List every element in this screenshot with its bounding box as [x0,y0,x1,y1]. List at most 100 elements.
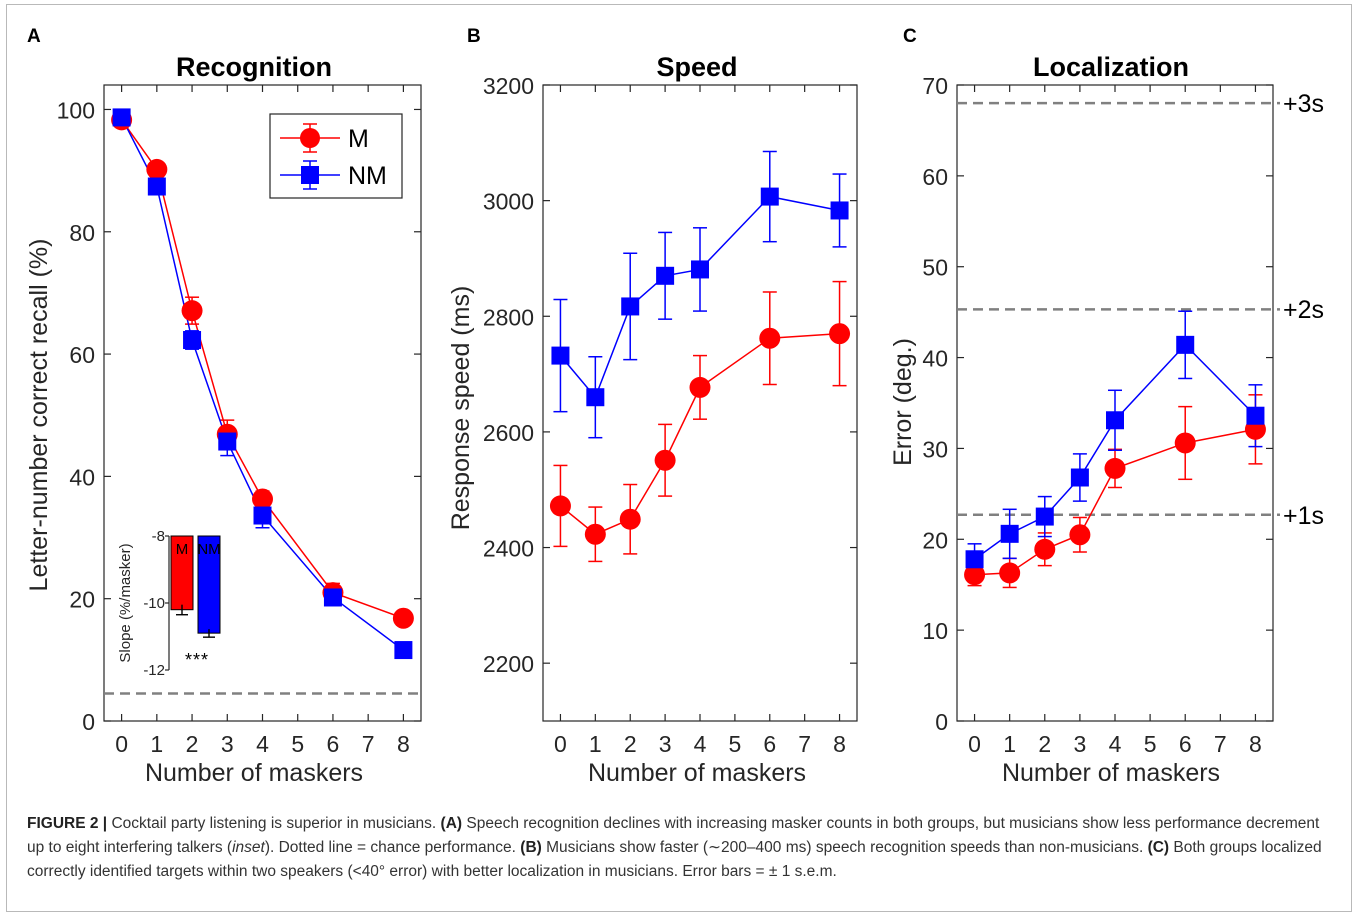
data-point-nm [621,297,640,316]
data-point-m [181,300,203,322]
inset-y-axis-label: Slope (%/masker) [117,543,134,662]
panel-letter-c: C [903,26,917,47]
x-tick-label-a: 1 [150,731,163,757]
caption-text-3: ). Dotted line = chance performance. [264,839,521,856]
x-axis-label-a: Number of maskers [145,759,363,787]
x-tick-label-b: 6 [763,731,776,757]
panel-letter-b: B [467,26,481,47]
x-tick-label-a: 0 [115,731,128,757]
y-tick-label-c: 40 [922,346,948,372]
x-tick-label-c: 0 [968,731,981,757]
x-tick-label-b: 8 [833,731,846,757]
caption-text-1: Cocktail party listening is superior in … [107,815,441,832]
sd-label-3s: +3s [1283,90,1324,118]
y-tick-label-b: 2200 [483,651,534,677]
data-point-nm [147,177,166,196]
x-tick-label-b: 0 [554,731,567,757]
figure-frame [6,4,1352,912]
x-axis-label-c: Number of maskers [1002,759,1220,787]
data-point-nm [218,432,237,451]
y-tick-label-a: 100 [57,97,95,123]
y-axis-label-c: Error (deg.) [889,338,917,466]
caption-inset-word: inset [232,839,265,856]
y-tick-label-c: 20 [922,527,948,553]
panel-b: B Speed Number of maskers Response speed… [447,26,858,787]
data-point-nm [586,388,605,407]
caption-ref-b: (B) [520,839,542,856]
y-tick-label-c: 30 [922,436,948,462]
x-tick-label-b: 1 [589,731,602,757]
panel-title-a: Recognition [176,52,332,82]
data-point-m [829,323,851,345]
x-tick-label-a: 7 [362,731,375,757]
data-point-nm [183,331,202,350]
y-tick-label-c: 50 [922,255,948,281]
x-tick-label-c: 3 [1073,731,1086,757]
x-tick-label-b: 3 [659,731,672,757]
data-point-nm [691,260,709,279]
y-tick-label-a: 0 [82,709,95,735]
data-point-m [392,607,414,629]
legend: M NM [269,113,403,199]
y-tick-label-b: 3200 [483,73,534,99]
x-tick-label-a: 5 [291,731,304,757]
data-point-nm [760,187,779,206]
data-point-nm [965,550,984,569]
caption-text-5: Both groups localized correctly identifi… [27,839,1322,880]
panel-title-b: Speed [656,52,737,82]
y-tick-label-b: 2400 [483,536,534,562]
data-point-nm [394,641,413,660]
data-point-nm [1106,411,1124,430]
data-point-m [759,327,781,349]
legend-m-marker [280,123,340,153]
y-tick-label-a: 40 [69,464,95,490]
y-tick-label-a: 60 [69,342,95,368]
x-tick-label-c: 8 [1249,731,1262,757]
inset-y-tick-label: -10 [143,595,165,612]
data-point-m [999,562,1021,584]
x-tick-label-a: 6 [327,731,340,757]
caption-figure-label: FIGURE 2 | [27,815,108,832]
inset-y-tick-label: -8 [152,528,165,545]
y-tick-label-c: 0 [935,709,948,735]
data-point-m [549,495,571,517]
legend-nm-label: NM [348,162,387,190]
data-point-nm [253,506,272,525]
caption-ref-a: (A) [440,815,463,832]
y-tick-label-b: 3000 [483,189,534,215]
data-point-m [1069,524,1091,546]
panel-c: C Localization Number of maskers Error (… [889,26,1324,787]
figure-caption: FIGURE 2 | Cocktail party listening is s… [27,812,1332,884]
data-point-nm [1070,468,1089,487]
data-point-nm [551,346,570,365]
x-tick-label-c: 6 [1179,731,1192,757]
x-tick-label-c: 1 [1003,731,1016,757]
y-tick-label-a: 80 [69,220,95,246]
data-point-nm [1176,335,1195,354]
x-tick-label-a: 8 [397,731,410,757]
panel-letter-a: A [27,26,41,47]
caption-text-4: Musicians show faster (∼200–400 ms) spee… [541,839,1148,856]
x-tick-label-b: 7 [798,731,811,757]
x-axis-label-b: Number of maskers [588,759,806,787]
x-tick-label-c: 7 [1214,731,1227,757]
panel-a: A Recognition Number of maskers Letter-n… [25,26,422,787]
plot-area-b: 0 1 2 3 4 5 6 7 8 2200 2400 2600 2800 3000 3200 [483,73,858,757]
y-axis-label-a: Letter-number correct recall (%) [25,239,53,592]
data-point-m [1104,457,1126,479]
x-tick-label-b: 4 [694,731,707,757]
data-point-m [654,449,676,471]
data-point-m [252,488,273,510]
x-tick-label-a: 4 [256,731,269,757]
caption-text-2: Speech recognition declines with increas… [27,815,1320,856]
inset-category-label: NM [197,541,220,558]
inset-category-label: M [176,541,189,558]
x-tick-label-b: 2 [624,731,637,757]
data-point-nm [830,201,849,220]
figure-panels: A Recognition Number of maskers Letter-n… [25,26,1324,787]
data-point-nm [1035,507,1054,526]
data-point-m [146,158,168,180]
x-tick-label-a: 3 [221,731,234,757]
